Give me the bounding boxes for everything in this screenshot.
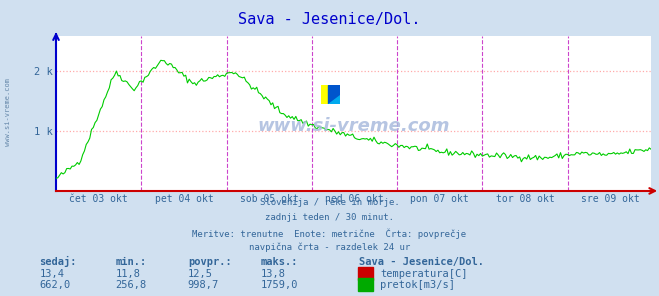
Text: temperatura[C]: temperatura[C] [380, 269, 468, 279]
Text: 662,0: 662,0 [40, 280, 71, 290]
Text: Meritve: trenutne  Enote: metrične  Črta: povprečje: Meritve: trenutne Enote: metrične Črta: … [192, 229, 467, 239]
Text: povpr.:: povpr.: [188, 257, 231, 267]
Text: 11,8: 11,8 [115, 269, 140, 279]
Text: 998,7: 998,7 [188, 280, 219, 290]
Text: pretok[m3/s]: pretok[m3/s] [380, 280, 455, 290]
Text: 12,5: 12,5 [188, 269, 213, 279]
Text: maks.:: maks.: [260, 257, 298, 267]
Text: Slovenija / reke in morje.: Slovenija / reke in morje. [260, 198, 399, 207]
Text: 1759,0: 1759,0 [260, 280, 298, 290]
Text: Sava - Jesenice/Dol.: Sava - Jesenice/Dol. [239, 12, 420, 27]
Text: www.si-vreme.com: www.si-vreme.com [257, 117, 450, 135]
Text: Sava - Jesenice/Dol.: Sava - Jesenice/Dol. [359, 257, 484, 267]
Text: navpična črta - razdelek 24 ur: navpična črta - razdelek 24 ur [249, 242, 410, 252]
Text: 13,4: 13,4 [40, 269, 65, 279]
Polygon shape [328, 85, 340, 104]
Text: www.si-vreme.com: www.si-vreme.com [5, 78, 11, 147]
Text: sedaj:: sedaj: [40, 256, 77, 268]
Text: 256,8: 256,8 [115, 280, 146, 290]
Polygon shape [328, 95, 340, 104]
Text: zadnji teden / 30 minut.: zadnji teden / 30 minut. [265, 213, 394, 222]
Text: 13,8: 13,8 [260, 269, 285, 279]
Text: min.:: min.: [115, 257, 146, 267]
